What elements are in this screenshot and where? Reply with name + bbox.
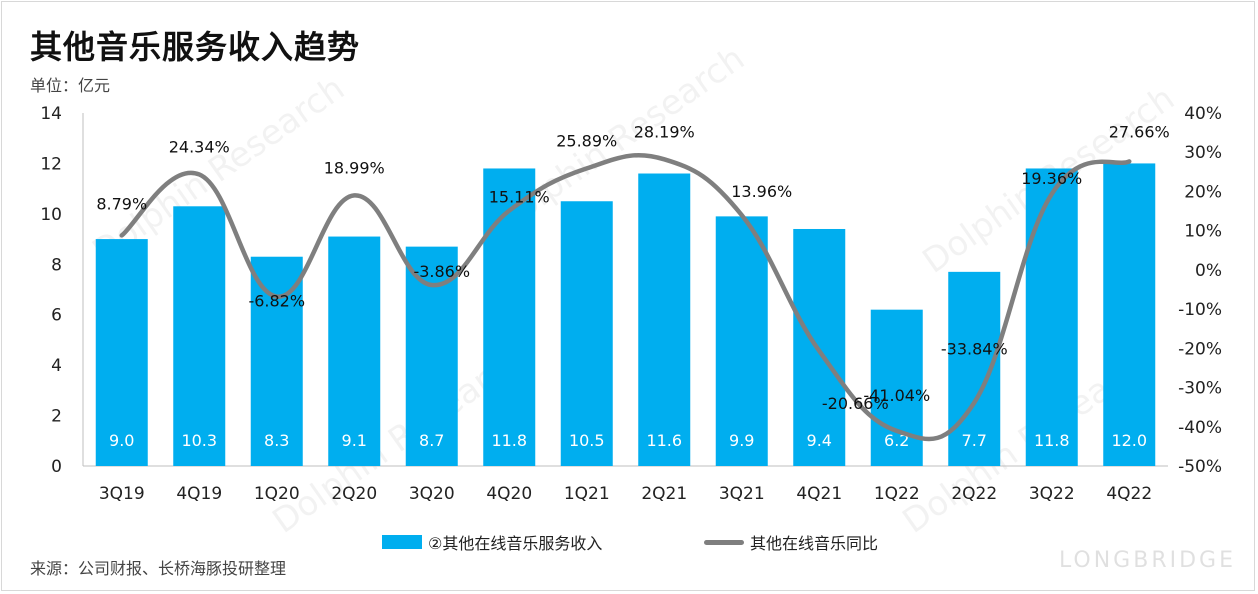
x-tick-label: 1Q21 (564, 484, 610, 504)
y-right-tick-label: -20% (1178, 339, 1222, 359)
bar-data-label: 8.3 (264, 431, 289, 450)
bar (1025, 168, 1078, 466)
y-right-tick-label: -30% (1178, 379, 1222, 399)
y-right-tick-label: 0% (1195, 261, 1222, 281)
bar-data-label: 9.9 (729, 431, 754, 450)
chart-title: 其他音乐服务收入趋势 (30, 28, 361, 66)
y-left-tick-label: 4 (51, 356, 62, 376)
source-note: 来源：公司财报、长桥海豚投研整理 (30, 559, 287, 578)
unit-label: 单位：亿元 (30, 76, 111, 95)
line-data-label: 18.99% (324, 158, 385, 177)
line-data-label: -20.66% (822, 394, 889, 413)
x-tick-label: 2Q22 (951, 484, 997, 504)
x-tick-label: 3Q22 (1029, 484, 1075, 504)
bar (328, 236, 381, 466)
line-data-label: 25.89% (556, 131, 617, 150)
legend-item-line: 其他在线音乐同比 (704, 530, 878, 554)
line-data-label: 15.11% (489, 188, 550, 207)
brand-logo: LONGBRIDGE (1058, 548, 1236, 573)
y-right-tick-label: -10% (1178, 300, 1222, 320)
legend: ②其他在线音乐服务收入 其他在线音乐同比 (0, 530, 1258, 558)
bar-data-label: 11.8 (1034, 431, 1070, 450)
bar (250, 256, 303, 466)
x-tick-label: 1Q22 (874, 484, 920, 504)
x-tick-label: 3Q21 (719, 484, 765, 504)
y-left-tick-label: 8 (51, 255, 62, 275)
y-right-tick-label: -50% (1178, 457, 1222, 477)
bar-data-label: 8.7 (419, 431, 444, 450)
x-tick-label: 2Q21 (641, 484, 687, 504)
y-left-tick-label: 0 (51, 457, 62, 477)
line-data-label: 8.79% (96, 194, 147, 213)
bar-data-label: 6.2 (884, 431, 909, 450)
y-left-tick-label: 2 (51, 407, 62, 427)
y-right-tick-label: -40% (1178, 418, 1222, 438)
bar-data-label: 10.3 (181, 431, 217, 450)
line-data-label: -33.84% (941, 340, 1008, 359)
legend-item-bar: ②其他在线音乐服务收入 (382, 530, 602, 554)
bar-data-label: 9.1 (342, 431, 367, 450)
bar-data-label: 9.0 (109, 431, 134, 450)
x-tick-label: 4Q20 (486, 484, 532, 504)
line-data-label: 24.34% (169, 137, 230, 156)
y-left-tick-label: 12 (40, 154, 62, 174)
line-data-label: 27.66% (1109, 122, 1170, 141)
bar (483, 168, 536, 466)
y-right-tick-label: 10% (1184, 222, 1222, 242)
line-data-label: -41.04% (863, 386, 930, 405)
bar-data-label: 9.4 (807, 431, 832, 450)
bar (560, 201, 613, 466)
line-data-label: 28.19% (634, 122, 695, 141)
legend-swatch-bar (382, 535, 422, 549)
line-data-label: 13.96% (731, 182, 792, 201)
bar (95, 239, 148, 466)
y-right-tick-label: 20% (1184, 182, 1222, 202)
bar (870, 309, 923, 466)
x-tick-label: 2Q20 (331, 484, 377, 504)
bar-data-label: 7.7 (962, 431, 987, 450)
y-left-tick-label: 10 (40, 205, 62, 225)
x-tick-label: 3Q20 (409, 484, 455, 504)
bar-data-label: 11.8 (491, 431, 527, 450)
bar-data-label: 11.6 (646, 431, 682, 450)
bar (638, 173, 691, 466)
bar (1103, 163, 1156, 466)
x-tick-label: 4Q19 (176, 484, 222, 504)
yoy-line (119, 152, 1132, 442)
legend-label-line: 其他在线音乐同比 (750, 534, 879, 553)
x-tick-label: 3Q19 (99, 484, 145, 504)
legend-swatch-line (704, 539, 744, 545)
y-left-tick-label: 14 (40, 104, 62, 124)
line-data-label: -3.86% (413, 262, 470, 281)
bar (715, 216, 768, 466)
y-right-tick-label: 40% (1184, 104, 1222, 124)
bar (173, 206, 226, 467)
x-tick-label: 4Q22 (1106, 484, 1152, 504)
line-data-label: 19.36% (1021, 169, 1082, 188)
bar-data-label: 10.5 (569, 431, 605, 450)
legend-label-bar: ②其他在线音乐服务收入 (428, 534, 603, 553)
y-left-tick-label: 6 (51, 306, 62, 326)
y-right-tick-label: 30% (1184, 143, 1222, 163)
x-tick-label: 1Q20 (254, 484, 300, 504)
bar-data-label: 12.0 (1111, 431, 1147, 450)
line-data-label: -6.82% (248, 292, 305, 311)
x-tick-label: 4Q21 (796, 484, 842, 504)
